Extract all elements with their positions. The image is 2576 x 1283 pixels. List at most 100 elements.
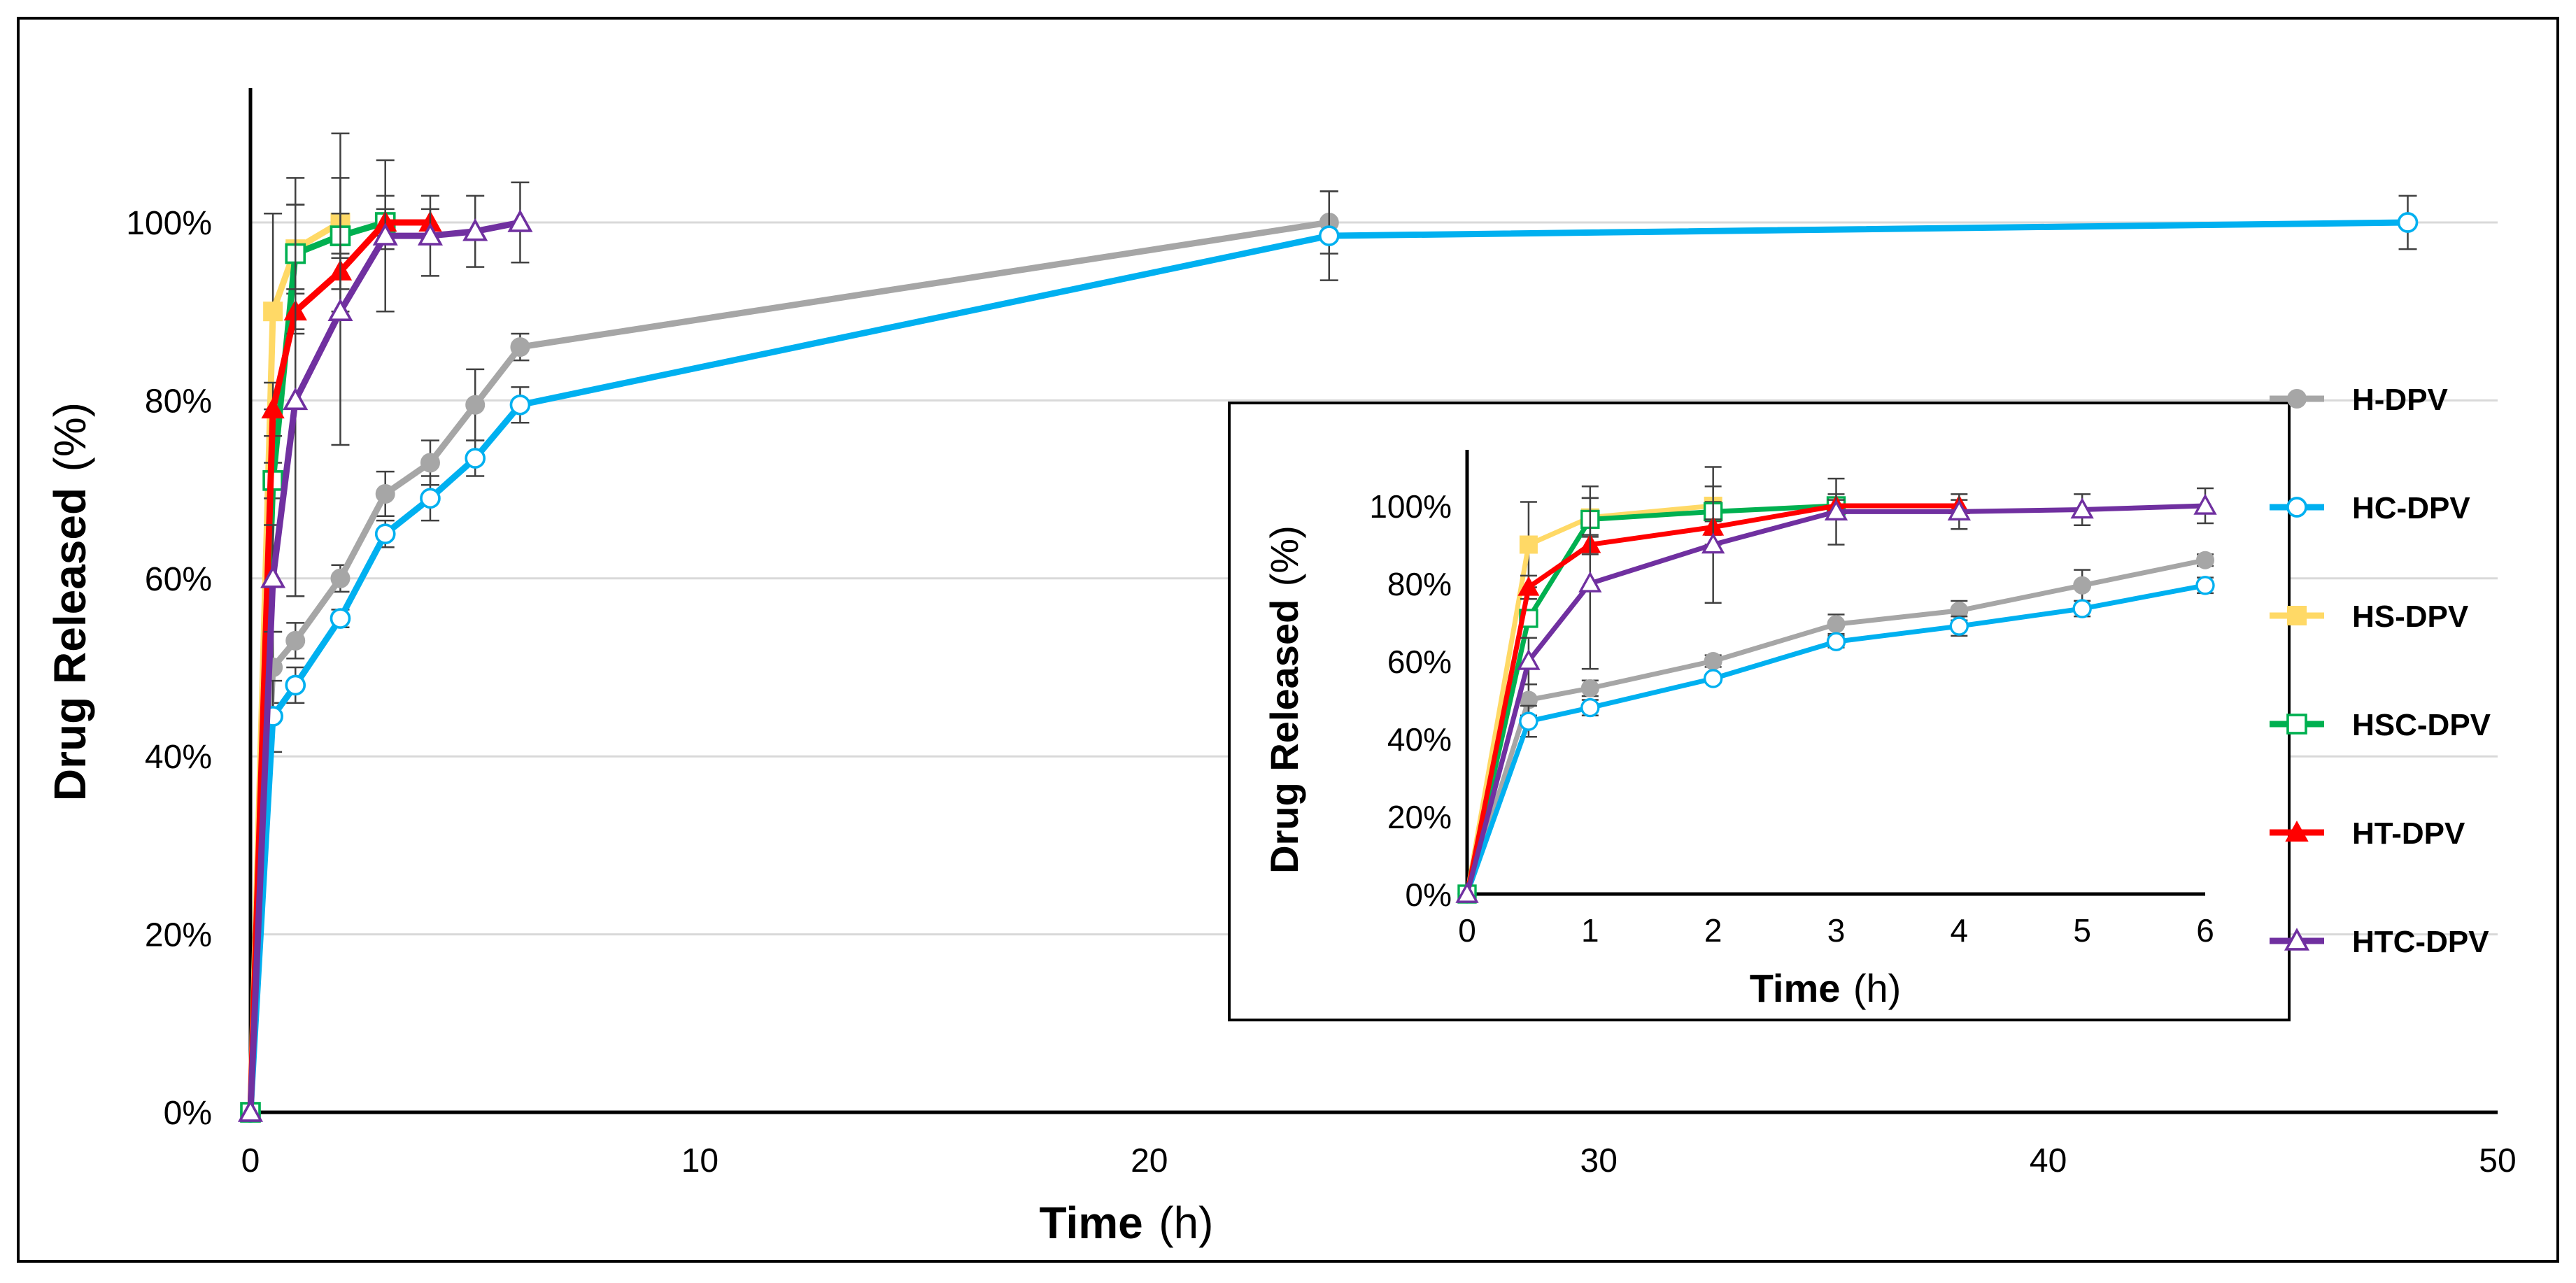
main-point-hc-dpv (509, 394, 531, 416)
inset-frame (1228, 402, 2291, 1021)
main-x-tick-label: 50 (2479, 1142, 2516, 1179)
main-y-tick-label: 100% (126, 205, 212, 242)
legend: H-DPV HC-DPV HS-DPV HSC-DPV HT-DPV HTC-DPV (2270, 383, 2491, 959)
main-y-axis-title-unit: (%) (45, 402, 95, 472)
main-y-tick-label: 0% (164, 1095, 212, 1132)
inset-point-htc-dpv (1517, 648, 1541, 670)
main-y-tick-label: 60% (145, 561, 212, 598)
inset-x-tick-label: 2 (1704, 912, 1722, 949)
main-x-tick-label: 30 (1580, 1142, 1618, 1179)
main-x-tick-label: 40 (2030, 1142, 2067, 1179)
main-point-hc-dpv (420, 488, 441, 509)
legend-marker-ht-dpv (2285, 820, 2309, 842)
main-series-group (237, 132, 2419, 1123)
legend-marker-htc-dpv (2284, 928, 2310, 951)
inset-x-tick-labels: 0 1 2 3 4 5 6 (1458, 912, 2214, 949)
legend-item-htc-dpv: HTC-DPV (2270, 925, 2489, 959)
legend-marker-hs-dpv (2287, 606, 2307, 625)
legend-marker-hc-dpv (2286, 497, 2307, 518)
inset-y-axis-title: Drug Released (%) (1262, 525, 1306, 874)
inset-line-h-dpv (1464, 558, 2206, 895)
inset-x-tick-label: 1 (1581, 912, 1599, 949)
legend-item-h-dpv: H-DPV (2270, 383, 2449, 417)
inset-x-axis-title-unit: (h) (1853, 966, 1901, 1010)
main-point-hc-dpv (465, 448, 486, 469)
inset-point-hc-dpv (2072, 599, 2092, 618)
main-point-htc-dpv (237, 1099, 264, 1122)
main-point-hc-dpv (330, 608, 351, 629)
inset-point-hc-dpv (1703, 669, 1723, 688)
main-point-h-dpv (465, 395, 486, 415)
main-point-h-dpv (330, 568, 351, 588)
inset-x-tick-label: 5 (2073, 912, 2091, 949)
main-point-ht-dpv (261, 397, 285, 419)
inset-y-tick-label: 0% (1406, 877, 1452, 913)
main-y-axis-title-text: Drug Released (45, 488, 95, 801)
main-point-htc-dpv (327, 298, 353, 321)
legend-item-hc-dpv: HC-DPV (2270, 491, 2470, 525)
main-point-h-dpv (510, 337, 530, 357)
main-series-htc-dpv (237, 159, 533, 1122)
inset-y-tick-label: 20% (1387, 799, 1452, 835)
main-y-tick-label: 20% (145, 917, 212, 954)
main-y-tick-label: 40% (145, 739, 212, 776)
main-line-ht-dpv (247, 219, 430, 1113)
main-point-hc-dpv (285, 674, 306, 696)
main-point-h-dpv (420, 453, 440, 473)
legend-label-hc-dpv: HC-DPV (2352, 491, 2470, 525)
main-point-htc-dpv (462, 218, 488, 241)
main-point-htc-dpv (283, 387, 309, 411)
main-point-hc-dpv (374, 523, 396, 545)
inset-point-htc-dpv (2070, 497, 2094, 519)
inset-line-hc-dpv (1464, 583, 2206, 895)
inset-line-ht-dpv (1464, 503, 1960, 895)
inset-x-tick-label: 0 (1458, 912, 1476, 949)
main-x-axis-title: Time (h) (1040, 1198, 1214, 1248)
legend-label-htc-dpv: HTC-DPV (2352, 925, 2489, 959)
inset-y-tick-label: 60% (1387, 644, 1452, 680)
main-x-axis-title-text: Time (1040, 1198, 1143, 1248)
legend-marker-h-dpv (2287, 389, 2307, 409)
inset-point-htc-dpv (1701, 532, 1725, 554)
main-x-axis-title-unit: (h) (1159, 1198, 1213, 1248)
inset-point-htc-dpv (2193, 493, 2217, 515)
inset-line-htc-dpv (1464, 503, 2206, 895)
main-line-hc-dpv (247, 219, 2408, 1113)
legend-item-hsc-dpv: HSC-DPV (2270, 708, 2491, 742)
inset-y-tick-label: 100% (1369, 488, 1452, 525)
main-point-h-dpv (285, 630, 306, 651)
inset-point-hc-dpv (1580, 697, 1600, 718)
main-y-tick-label: 80% (145, 383, 212, 420)
inset-y-axis-title-unit: (%) (1262, 525, 1306, 586)
main-point-htc-dpv (507, 209, 533, 232)
inset-series-hc-dpv (1457, 576, 2215, 904)
legend-marker-hsc-dpv (2286, 714, 2307, 735)
inset-point-h-dpv (1580, 679, 1599, 697)
main-point-htc-dpv (260, 565, 286, 588)
inset-point-hs-dpv (1519, 535, 1538, 554)
main-point-hc-dpv (1318, 225, 1340, 246)
legend-label-hs-dpv: HS-DPV (2352, 600, 2469, 634)
main-point-h-dpv (375, 483, 395, 504)
inset-point-hc-dpv (1519, 711, 1538, 731)
inset-point-h-dpv (2196, 551, 2214, 569)
main-x-tick-label: 10 (681, 1142, 719, 1179)
inset-y-tick-labels: 0% 20% 40% 60% 80% 100% (1369, 488, 1452, 913)
legend-item-hs-dpv: HS-DPV (2270, 600, 2469, 634)
main-y-axis-title: Drug Released (%) (45, 402, 95, 801)
inset-x-axis-title-text: Time (1750, 966, 1841, 1010)
inset-point-hc-dpv (1826, 632, 1846, 651)
main-point-htc-dpv (417, 222, 444, 246)
main-x-tick-label: 0 (241, 1142, 260, 1179)
main-y-tick-labels: 0% 20% 40% 60% 80% 100% (126, 205, 212, 1132)
legend-label-ht-dpv: HT-DPV (2352, 816, 2465, 851)
main-point-hs-dpv (263, 302, 283, 322)
main-point-hc-dpv (2397, 212, 2419, 233)
inset-series-group (1455, 466, 2217, 904)
inset-point-h-dpv (1827, 615, 1846, 634)
inset-series-htc-dpv (1455, 477, 2217, 903)
inset-point-htc-dpv (1947, 499, 1971, 521)
main-x-tick-label: 20 (1131, 1142, 1168, 1179)
